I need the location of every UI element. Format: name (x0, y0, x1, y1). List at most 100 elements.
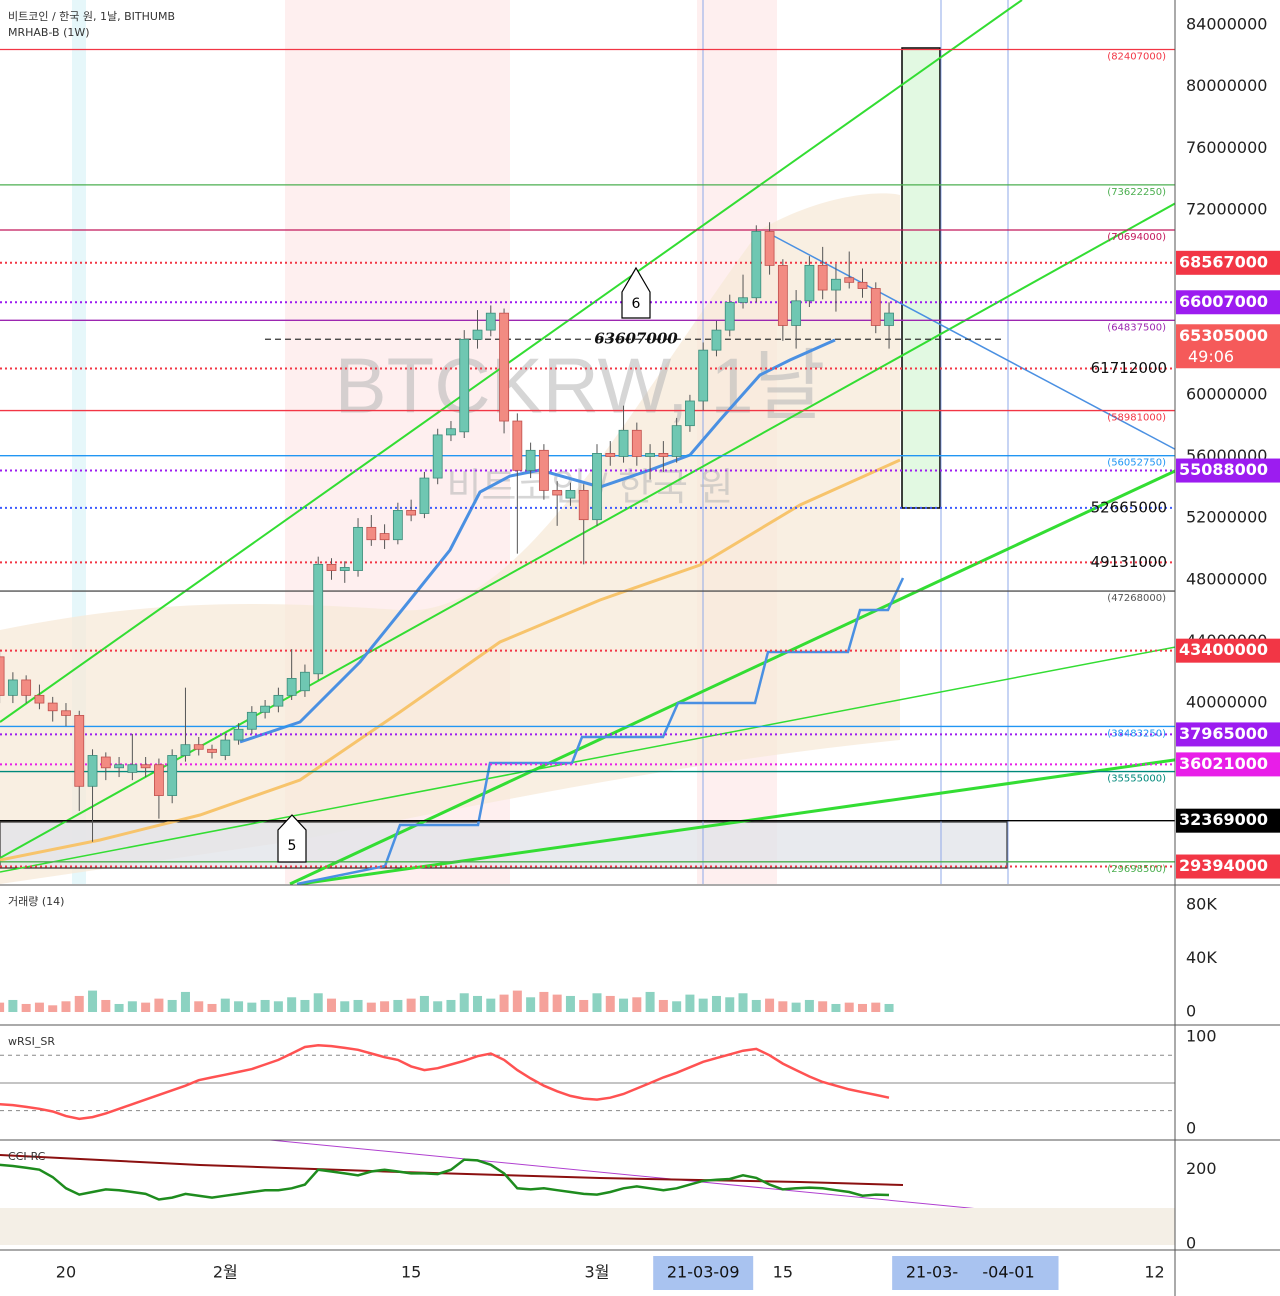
trend-lines (0, 0, 1280, 1229)
candle-body (751, 231, 762, 299)
y-tick-label: 80000000 (1186, 76, 1267, 95)
price-label-box (1176, 854, 1280, 879)
candle-body (605, 453, 616, 457)
candle-body (711, 329, 722, 351)
x-tick-label: 20 (56, 1263, 76, 1282)
volume-bar (778, 1001, 788, 1013)
volume-bar (804, 999, 814, 1013)
candle-body (207, 748, 217, 753)
candle-body (525, 449, 536, 471)
candle-body (34, 694, 45, 704)
annotation-bubble (621, 266, 651, 319)
volume-bar (486, 998, 496, 1013)
panel-title: wRSI_SR (8, 1035, 55, 1048)
y-tick-label: 52000000 (1186, 508, 1267, 527)
volume-bar (459, 993, 469, 1013)
volume-bar (645, 991, 655, 1013)
candle-body (738, 297, 748, 303)
volume-bar (685, 994, 695, 1013)
candle-body (233, 728, 244, 741)
annotation-bubble (277, 814, 307, 863)
volume-bar (313, 993, 323, 1013)
candle-body (406, 510, 417, 516)
x-tick-label: 3월 (585, 1263, 610, 1282)
level-label: (56052750) (1107, 458, 1166, 469)
candle-body (286, 678, 297, 696)
y-tick-label: 84000000 (1186, 14, 1267, 33)
volume-bar (353, 999, 363, 1013)
y-tick-label: 0 (1186, 1234, 1196, 1253)
price-label: 29394000 (1179, 856, 1268, 875)
price-label-box (1176, 250, 1280, 275)
level-label: (58981000) (1107, 413, 1166, 424)
volume-bar (765, 998, 775, 1013)
volume-bar (8, 999, 18, 1013)
volume-bar (844, 1002, 854, 1013)
volume-bar (61, 1001, 71, 1013)
volume-bar (791, 1002, 801, 1013)
candle-body (61, 710, 71, 716)
candle-body (220, 739, 231, 756)
watermark: BTCKRW, 1날 (335, 342, 826, 430)
volume-bar (287, 997, 297, 1013)
y-tick-label: 100 (1186, 1026, 1217, 1045)
candle-body (326, 563, 337, 571)
step-line (296, 577, 905, 886)
candle-body (552, 489, 563, 496)
level-label: 49131000 (1091, 553, 1167, 571)
volume-bar (592, 993, 602, 1013)
price-label: 32369000 (1179, 810, 1268, 829)
y-tick-label: 200 (1186, 1159, 1217, 1178)
candle-body (631, 429, 642, 457)
candle-body (844, 277, 855, 283)
volume-bar (526, 997, 536, 1013)
candle-body (791, 300, 802, 326)
volume-bar (0, 1002, 5, 1013)
candle-body (764, 231, 775, 266)
level-label: (47268000) (1107, 593, 1166, 604)
x-tick-label: 15 (401, 1263, 421, 1282)
volume-bar (658, 999, 668, 1013)
panel-title: CCI-RC (8, 1150, 46, 1163)
price-label-box (1176, 290, 1280, 315)
candle-body (21, 679, 32, 696)
candle-body (127, 764, 138, 773)
volume-bar (48, 1005, 58, 1013)
volume-bar (101, 999, 111, 1013)
candle-body (140, 764, 151, 769)
level-label: (35555000) (1107, 774, 1166, 785)
price-label-box (1176, 458, 1280, 483)
volume-bar (220, 998, 230, 1013)
signal-line (0, 1154, 904, 1186)
candle-body (578, 489, 589, 521)
candle-body (260, 705, 271, 713)
price-label-box (1176, 752, 1280, 777)
y-tick-label: 48000000 (1186, 569, 1267, 588)
price-label-box (1176, 808, 1280, 833)
price-label-box (1176, 638, 1280, 663)
candle-body (671, 425, 682, 457)
candle-body (87, 755, 98, 787)
y-tick-label: 0 (1186, 1119, 1196, 1138)
level-label: (73622250) (1107, 187, 1166, 198)
candle-body (300, 671, 310, 692)
candle-body (777, 264, 788, 326)
volume-bar (499, 994, 509, 1013)
candle-body (446, 428, 456, 436)
volume-bar (326, 998, 336, 1013)
price-label: 55088000 (1179, 460, 1268, 479)
indicator-line (0, 1043, 890, 1121)
position-box (901, 47, 941, 509)
y-tick-label: 60000000 (1186, 384, 1267, 403)
volume-bar (74, 995, 84, 1013)
x-marker-box (653, 1256, 754, 1290)
level-label: (82407000) (1107, 52, 1166, 63)
level-label: (70694000) (1107, 232, 1166, 243)
candle-body (47, 702, 58, 712)
candle-body (618, 429, 629, 457)
price-label: 65305000 (1179, 326, 1268, 345)
candle-body (74, 714, 85, 787)
volume-bar (446, 999, 456, 1013)
volume-bar (539, 991, 549, 1013)
trend-line (0, 626, 1280, 873)
